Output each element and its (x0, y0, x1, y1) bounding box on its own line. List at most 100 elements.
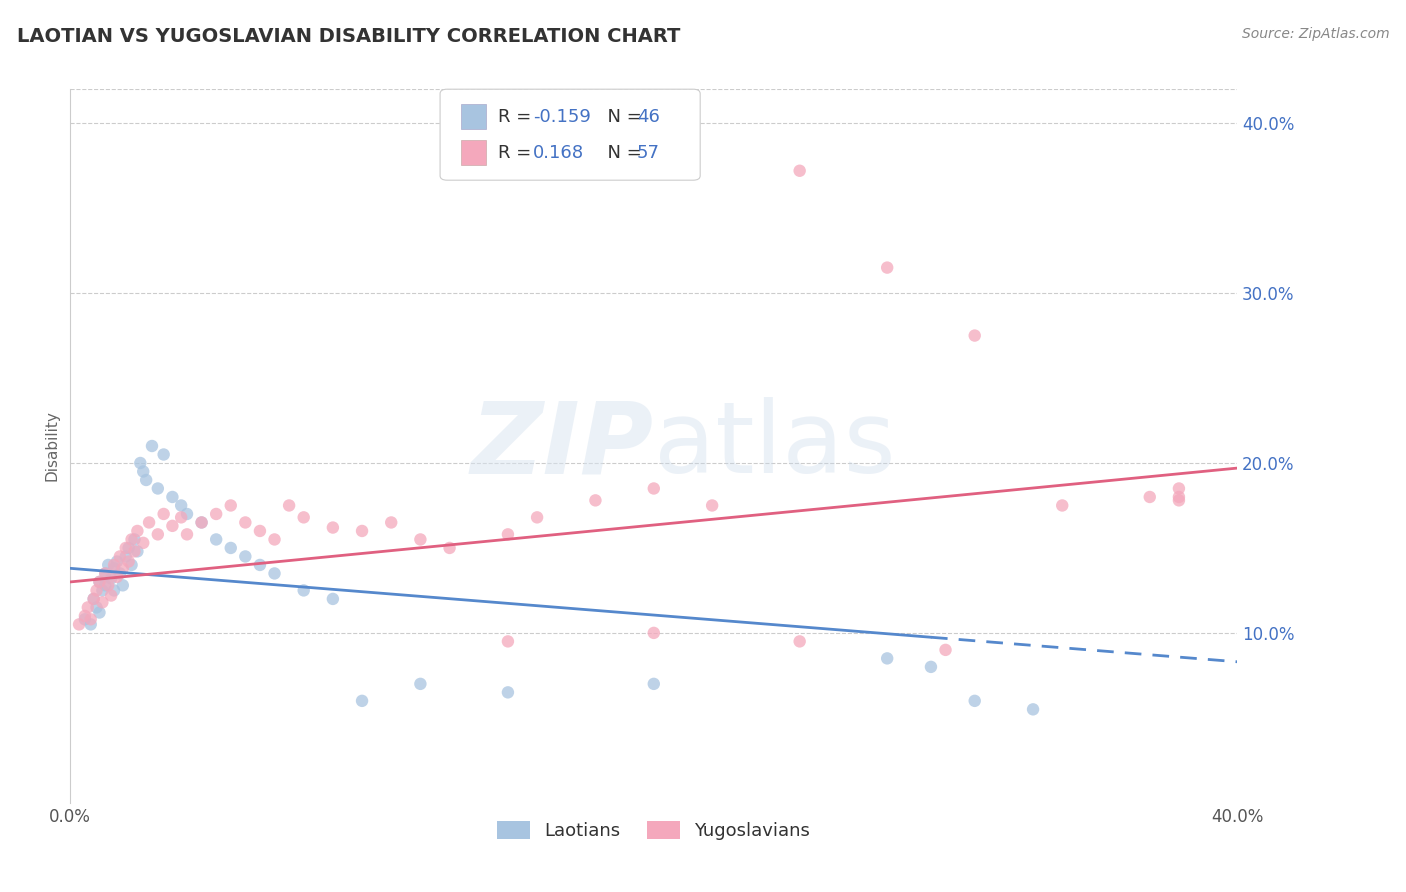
Point (67, 617, 90, 632)
Point (97, 558, 120, 572)
Point (89, 574, 111, 589)
Point (496, 634, 519, 648)
Point (380, 516, 402, 530)
Point (352, 524, 374, 538)
Text: N =: N = (596, 144, 648, 161)
Point (124, 544, 146, 558)
Point (190, 516, 212, 530)
Text: R =: R = (498, 108, 537, 126)
Point (146, 527, 169, 541)
Point (789, 634, 811, 648)
Point (118, 541, 141, 555)
Point (111, 578, 134, 592)
Point (585, 493, 607, 508)
Point (920, 660, 942, 674)
Point (205, 533, 228, 547)
Point (94, 566, 117, 581)
Text: LAOTIAN VS YUGOSLAVIAN DISABILITY CORRELATION CHART: LAOTIAN VS YUGOSLAVIAN DISABILITY CORREL… (17, 27, 681, 45)
Point (80, 617, 103, 632)
Text: N =: N = (596, 108, 648, 126)
Point (219, 499, 242, 513)
Text: Source: ZipAtlas.com: Source: ZipAtlas.com (1241, 27, 1389, 41)
Point (108, 549, 131, 564)
Point (1022, 702, 1045, 716)
Text: atlas: atlas (654, 398, 896, 494)
Point (496, 527, 519, 541)
Point (114, 541, 136, 555)
Point (643, 626, 665, 640)
Point (132, 536, 155, 550)
Point (1167, 490, 1189, 504)
Point (91, 595, 114, 609)
Point (1139, 490, 1161, 504)
Point (176, 507, 198, 521)
Point (233, 549, 256, 564)
Point (86, 583, 108, 598)
Point (263, 533, 285, 547)
Point (121, 558, 143, 572)
Point (94, 566, 117, 581)
Point (322, 591, 344, 606)
Point (124, 533, 146, 547)
Point (83, 591, 105, 606)
Point (1050, 499, 1074, 513)
Point (138, 516, 160, 530)
Point (170, 499, 193, 513)
Point (135, 473, 157, 487)
Point (152, 448, 174, 462)
Point (876, 651, 898, 665)
Point (105, 570, 128, 584)
Point (103, 583, 125, 598)
Point (162, 490, 184, 504)
Point (1167, 493, 1189, 508)
Point (934, 643, 956, 657)
Point (132, 465, 155, 479)
Point (152, 507, 174, 521)
Point (249, 558, 271, 572)
Point (176, 527, 198, 541)
Point (643, 482, 665, 496)
Point (263, 566, 285, 581)
Point (700, 499, 723, 513)
Point (643, 677, 665, 691)
Point (963, 328, 986, 343)
Point (409, 677, 432, 691)
Text: 57: 57 (637, 144, 659, 161)
Point (205, 507, 228, 521)
Point (352, 694, 374, 708)
Point (73, 612, 96, 626)
Point (170, 510, 193, 524)
Text: 46: 46 (637, 108, 659, 126)
Point (86, 600, 108, 615)
Point (100, 589, 122, 603)
Legend: Laotians, Yugoslavians: Laotians, Yugoslavians (491, 814, 817, 847)
Point (127, 544, 149, 558)
Point (292, 510, 315, 524)
Point (789, 163, 811, 178)
Y-axis label: Disability: Disability (44, 410, 59, 482)
Point (496, 685, 519, 699)
Point (103, 558, 125, 572)
Point (162, 519, 184, 533)
Point (278, 499, 301, 513)
Point (439, 541, 461, 555)
Point (876, 260, 898, 275)
Point (129, 456, 152, 470)
Point (103, 561, 125, 575)
Point (409, 533, 432, 547)
Text: 0.168: 0.168 (533, 144, 583, 161)
Point (100, 572, 122, 586)
Point (83, 591, 105, 606)
Point (526, 510, 548, 524)
Point (97, 578, 120, 592)
Point (219, 541, 242, 555)
Point (141, 439, 163, 453)
Point (91, 583, 114, 598)
Point (80, 612, 103, 626)
Point (146, 482, 169, 496)
Text: -0.159: -0.159 (533, 108, 591, 126)
Point (1167, 482, 1189, 496)
Point (190, 516, 212, 530)
Point (233, 516, 256, 530)
Point (963, 694, 986, 708)
